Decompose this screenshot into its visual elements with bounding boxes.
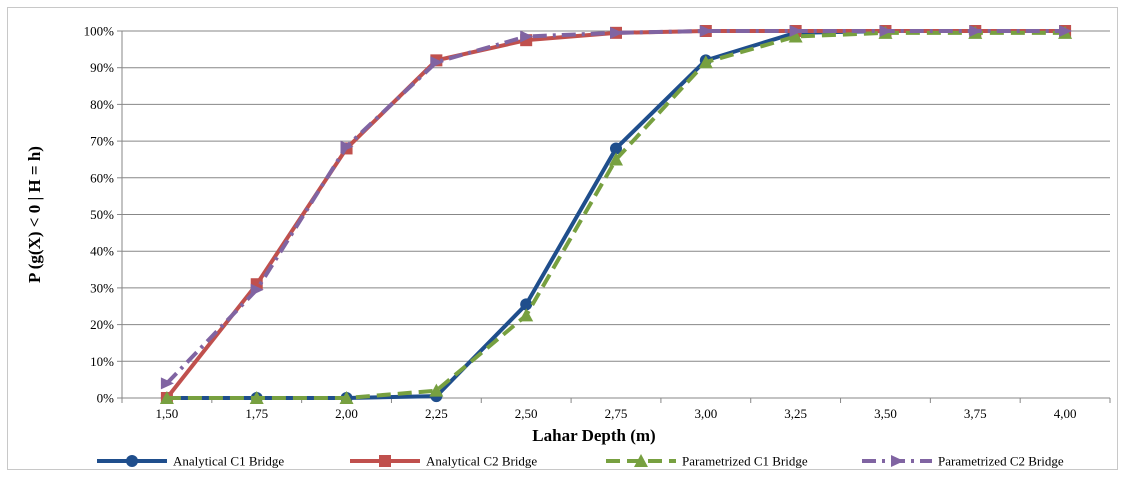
- x-tick-label: 4,00: [1054, 406, 1077, 421]
- x-tick-label: 1,50: [156, 406, 179, 421]
- x-tick-label: 2,00: [335, 406, 358, 421]
- y-tick-label: 60%: [90, 170, 114, 185]
- y-tick-label: 80%: [90, 97, 114, 112]
- y-tick-label: 50%: [90, 207, 114, 222]
- x-tick-label: 2,50: [515, 406, 538, 421]
- legend-entry: Parametrized C2 Bridge: [862, 454, 1064, 469]
- x-tick-label: 3,00: [694, 406, 717, 421]
- data-point: [430, 56, 444, 69]
- x-tick-labels: 1,50 1,75 2,00 2,25 2,50 2,75 3,00 3,25 3,50 3,75…: [156, 406, 1077, 421]
- y-tick-label: 70%: [90, 134, 114, 149]
- data-point: [339, 391, 354, 404]
- data-point: [520, 30, 534, 43]
- y-tick-label: 20%: [90, 317, 114, 332]
- data-point: [249, 391, 264, 404]
- data-point: [126, 455, 138, 467]
- data-point: [250, 283, 264, 296]
- x-tick-label: 2,25: [425, 406, 448, 421]
- data-point: [159, 391, 174, 404]
- y-tick-label: 0%: [97, 391, 115, 406]
- y-tick-label: 90%: [90, 60, 114, 75]
- legend-label: Parametrized C1 Bridge: [682, 454, 808, 469]
- y-tick-label: 100%: [84, 24, 115, 39]
- data-point: [609, 152, 623, 166]
- data-point: [520, 298, 533, 311]
- series-line: [165, 29, 1066, 385]
- data-point: [379, 455, 391, 467]
- y-tick-label: 10%: [90, 354, 114, 369]
- data-point: [879, 25, 893, 37]
- data-point: [1059, 25, 1073, 37]
- legend-entry: Analytical C2 Bridge: [350, 454, 537, 469]
- legend: Analytical C1 Bridge Analytical C2 Bridge…: [97, 454, 1064, 469]
- series-4: [160, 25, 1073, 390]
- x-tick-label: 2,75: [605, 406, 628, 421]
- x-tick-label: 3,50: [874, 406, 897, 421]
- data-point: [788, 29, 803, 43]
- data-point: [698, 55, 713, 69]
- data-point: [699, 25, 713, 37]
- data-point: [789, 25, 803, 37]
- legend-label: Parametrized C2 Bridge: [938, 454, 1064, 469]
- x-tick-label: 3,75: [964, 406, 987, 421]
- legend-label: Analytical C2 Bridge: [426, 454, 537, 469]
- data-point: [634, 454, 648, 467]
- data-point: [160, 377, 174, 390]
- data-point: [340, 140, 354, 153]
- data-point: [610, 142, 622, 155]
- y-axis-title: P (g(X) < 0 | H = h): [25, 146, 44, 283]
- data-point: [610, 26, 623, 39]
- x-tick-label: 3,25: [784, 406, 807, 421]
- legend-label: Analytical C1 Bridge: [173, 454, 284, 469]
- x-tick-label: 1,75: [245, 406, 268, 421]
- x-axis-title: Lahar Depth (m): [532, 426, 655, 445]
- axes: [117, 30, 1111, 403]
- data-point: [429, 383, 444, 397]
- y-tick-label: 30%: [90, 280, 114, 295]
- data-point: [891, 455, 904, 467]
- data-point: [519, 308, 534, 322]
- legend-entry: Parametrized C1 Bridge: [606, 454, 808, 469]
- y-tick-label: 40%: [90, 244, 114, 259]
- legend-entry: Analytical C1 Bridge: [97, 454, 284, 469]
- gridlines: [122, 30, 1110, 362]
- plot-area: [159, 25, 1073, 404]
- data-point: [969, 25, 983, 37]
- y-tick-labels: 0% 10% 20% 30% 40% 50% 60% 70% 80% 90% 100%: [84, 24, 115, 406]
